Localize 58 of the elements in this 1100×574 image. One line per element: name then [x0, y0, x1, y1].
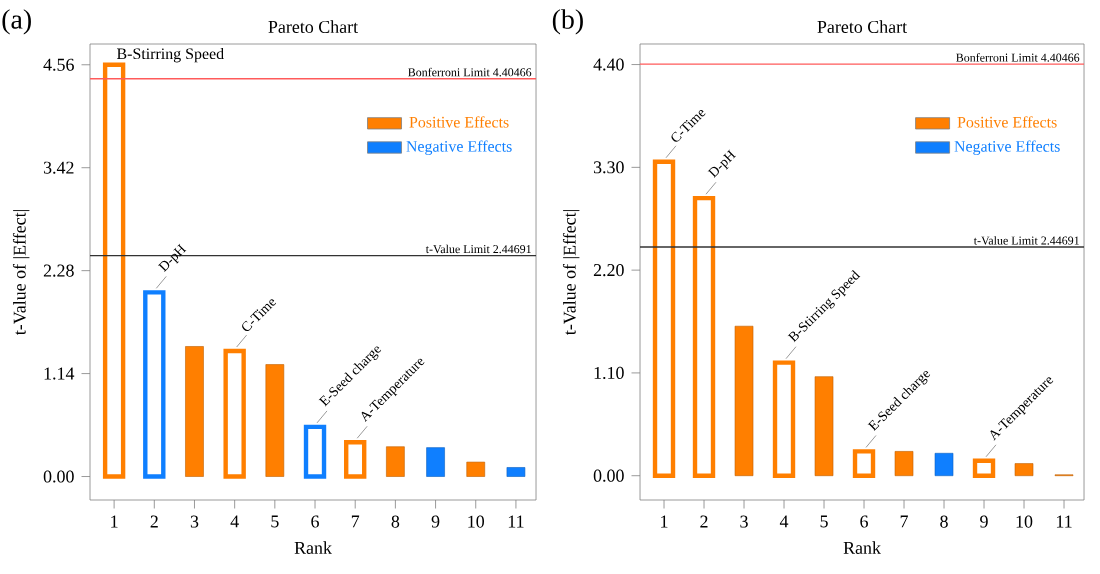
y-tick-label: 4.40	[593, 58, 624, 71]
bar	[934, 452, 954, 476]
x-tick-label: 2	[150, 515, 158, 528]
x-tick-label: 6	[311, 515, 319, 528]
bar	[506, 467, 526, 477]
chart-title: Pareto Chart	[817, 20, 907, 33]
x-tick-label: 2	[700, 515, 708, 528]
x-tick-label: 7	[900, 515, 908, 528]
x-tick-label: 10	[468, 515, 485, 528]
x-tick-label: 9	[980, 515, 988, 528]
y-axis-title: t-Value of |Effect|	[562, 210, 580, 335]
bar	[386, 446, 405, 477]
y-tick-label: 0.00	[593, 469, 624, 482]
x-tick-label: 6	[860, 515, 868, 528]
y-tick-label: 1.14	[44, 367, 75, 380]
y-tick-label: 0.00	[43, 470, 74, 483]
x-tick-label: 8	[391, 515, 400, 528]
x-tick-label: 3	[740, 515, 748, 528]
bar	[1014, 463, 1034, 476]
x-tick-label: 11	[508, 515, 524, 528]
x-tick-label: 3	[190, 515, 199, 528]
x-axis-title: Rank	[294, 541, 332, 554]
bar	[185, 346, 204, 477]
bar	[652, 159, 676, 478]
bar	[143, 290, 166, 479]
y-tick-label: 3.30	[593, 161, 624, 174]
bar	[894, 451, 914, 476]
bar	[466, 461, 486, 477]
y-tick-label: 3.42	[43, 161, 74, 174]
x-tick-label: 9	[431, 515, 440, 528]
bar	[972, 458, 996, 478]
bar	[265, 364, 285, 477]
bar	[772, 360, 796, 478]
x-tick-label: 4	[779, 515, 789, 528]
bar	[303, 424, 327, 479]
x-tick-label: 8	[940, 515, 948, 528]
x-axis-title: Rank	[843, 541, 881, 554]
bar	[814, 376, 834, 476]
chart-title: Pareto Chart	[268, 20, 358, 33]
bar	[852, 449, 876, 478]
x-tick-label: 5	[820, 515, 828, 528]
x-tick-label: 10	[1016, 515, 1033, 528]
bar	[734, 325, 754, 476]
x-tick-label: 1	[661, 515, 668, 528]
y-tick-label: 2.28	[43, 264, 74, 277]
text: (a)	[2, 9, 31, 35]
bar	[692, 195, 716, 478]
y-tick-label: 1.10	[594, 366, 624, 379]
y-tick-label: 2.20	[593, 264, 624, 277]
x-tick-label: 1	[111, 515, 118, 528]
x-tick-label: 4	[230, 515, 239, 528]
text: (b)	[552, 9, 583, 35]
x-tick-label: 11	[1056, 515, 1072, 528]
y-axis-title: t-Value of |Effect|	[12, 210, 30, 335]
y-tick-label: 4.56	[43, 58, 74, 71]
bar	[426, 447, 445, 477]
x-tick-label: 7	[351, 515, 360, 528]
x-tick-label: 5	[271, 515, 279, 528]
